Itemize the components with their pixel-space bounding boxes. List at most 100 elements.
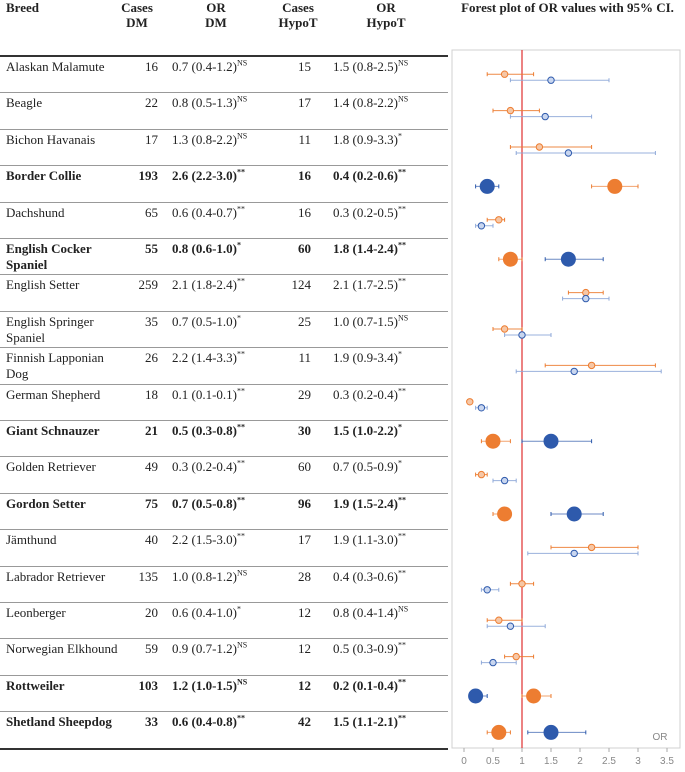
or-dm-value: 0.6 (0.4-1.0) [172,605,237,620]
breed-name: Norwegian Elkhound [6,641,118,657]
or-hypot-significance: * [398,349,402,359]
table-row: Dachshund 65 0.6 (0.4-0.7)** 16 0.3 (0.2-0.5… [0,203,448,239]
header-cases-dm: Cases DM [112,0,162,30]
or-dm-value: 0.9 (0.7-1.2) [172,641,237,657]
or-point [582,288,590,297]
table-row: Bichon Havanais 17 1.3 (0.8-2.2)NS 11 1.8 (0… [0,130,448,166]
or-dm: 0.9 (0.7-1.2)NS [172,641,247,657]
or-hypot-value: 1.8 (1.4-2.4) [333,241,398,256]
or-dm: 0.7 (0.5-1.0)* [172,314,241,330]
or-point [560,251,576,267]
or-point [547,76,555,84]
or-dm-significance: NS [237,677,248,687]
or-dm-significance: ** [237,204,245,214]
or-dm: 0.7 (0.4-1.2)NS [172,59,247,75]
cases-dm: 259 [138,277,159,293]
row-separator [0,565,448,567]
row-separator [0,201,448,203]
or-hypot-value: 0.4 (0.2-0.6) [333,168,398,184]
or-dm: 2.2 (1.5-3.0)** [172,532,245,548]
table-row: German Shepherd 18 0.1 (0.1-0.1)** 29 0.3 (0… [0,385,448,421]
or-hypot: 0.5 (0.3-0.9)** [333,641,406,657]
or-dm-significance: ** [237,495,245,505]
header-cases-dm-line1: Cases [121,0,153,15]
or-hypot: 1.4 (0.8-2.2)NS [333,95,408,111]
header-cases-hypot: Cases HypoT [270,0,326,30]
or-hypot: 1.9 (1.5-2.4)** [333,496,406,512]
table-row: Norwegian Elkhound 59 0.9 (0.7-1.2)NS 12 0.5… [0,639,448,675]
or-dm-significance: ** [237,422,245,432]
cases-hypot: 42 [298,714,311,730]
cases-hypot: 17 [298,95,311,111]
or-dm-significance: ** [237,459,245,469]
breed-name: Leonberger [6,605,66,620]
or-dm-value: 0.7 (0.4-1.2) [172,59,237,74]
header-cases-hypot-line2: HypoT [278,15,318,30]
cases-dm: 35 [145,313,158,329]
or-point [477,470,486,479]
or-dm: 2.6 (2.2-3.0)** [172,168,245,184]
or-hypot-significance: ** [398,240,406,250]
or-hypot-value: 1.5 (0.8-2.5) [333,59,398,74]
or-point [489,658,497,667]
or-hypot-value: 1.9 (0.9-3.4) [333,350,398,366]
or-hypot-significance: ** [398,713,406,723]
row-separator [0,602,448,603]
row-separator [0,383,448,385]
or-point [468,688,484,704]
or-hypot-value: 0.5 (0.3-0.9) [333,641,398,657]
table-row: Border Collie 193 2.6 (2.2-3.0)** 16 0.4 (0.… [0,166,448,202]
or-hypot-significance: ** [398,277,406,287]
or-point [607,178,623,194]
or-hypot-significance: * [398,422,402,432]
breed-name: Beagle [6,95,43,111]
row-separator [0,347,448,349]
or-point [587,543,596,552]
or-dm-significance: ** [237,167,245,177]
row-separator [0,274,448,276]
or-hypot: 0.4 (0.3-0.6)** [333,569,406,585]
or-hypot-significance: NS [398,604,409,614]
cases-hypot: 16 [298,168,311,184]
or-dm-value: 2.2 (1.5-3.0) [172,532,237,548]
or-dm-value: 2.2 (1.4-3.3) [172,350,237,366]
or-hypot-value: 0.2 (0.1-0.4) [333,677,398,693]
or-hypot-significance: ** [398,495,406,505]
or-point [582,294,590,303]
breed-name: Alaskan Malamute [6,59,105,74]
or-hypot-value: 1.9 (1.5-2.4) [333,495,398,511]
cases-dm: 135 [138,568,159,584]
cases-hypot: 12 [298,677,311,693]
breed-name: Golden Retriever [6,459,96,475]
breed-name: Labrador Retriever [6,568,106,584]
cases-hypot: 28 [298,568,311,584]
cases-dm: 26 [145,350,158,366]
or-hypot: 0.4 (0.2-0.6)** [333,168,406,184]
or-point [500,70,509,78]
or-dm-significance: * [237,313,241,323]
breed-name: English Setter [6,277,80,293]
or-point [495,216,503,224]
or-hypot-significance: ** [398,568,406,578]
or-hypot: 2.1 (1.7-2.5)** [333,277,406,293]
or-hypot-value: 0.8 (0.4-1.4) [333,605,398,620]
or-hypot: 0.7 (0.5-0.9)* [333,459,402,475]
table-row: Golden Retriever 49 0.3 (0.2-0.4)** 60 0.7 (… [0,457,448,493]
or-hypot-significance: ** [398,386,406,396]
table-row: Shetland Sheepdog 33 0.6 (0.4-0.8)** 42 1.5 … [0,712,448,748]
header-or-hypot-line1: OR [376,0,396,15]
or-dm: 0.1 (0.1-0.1)** [172,387,245,403]
x-tick-label: 1.5 [544,756,558,767]
cases-dm: 65 [145,204,158,220]
row-separator [0,747,448,750]
or-point [479,178,495,194]
or-point [477,222,486,230]
x-tick-label: 2.5 [602,756,616,767]
breed-name: English Cocker Spaniel [6,241,92,272]
or-hypot-value: 1.0 (0.7-1.5) [333,313,398,329]
or-dm-value: 0.6 (0.4-0.7) [172,204,237,220]
cases-dm: 33 [145,714,158,730]
or-dm: 0.6 (0.4-0.7)** [172,205,245,221]
or-hypot: 1.5 (1.1-2.1)** [333,714,406,730]
x-tick-label: 0 [461,756,467,767]
